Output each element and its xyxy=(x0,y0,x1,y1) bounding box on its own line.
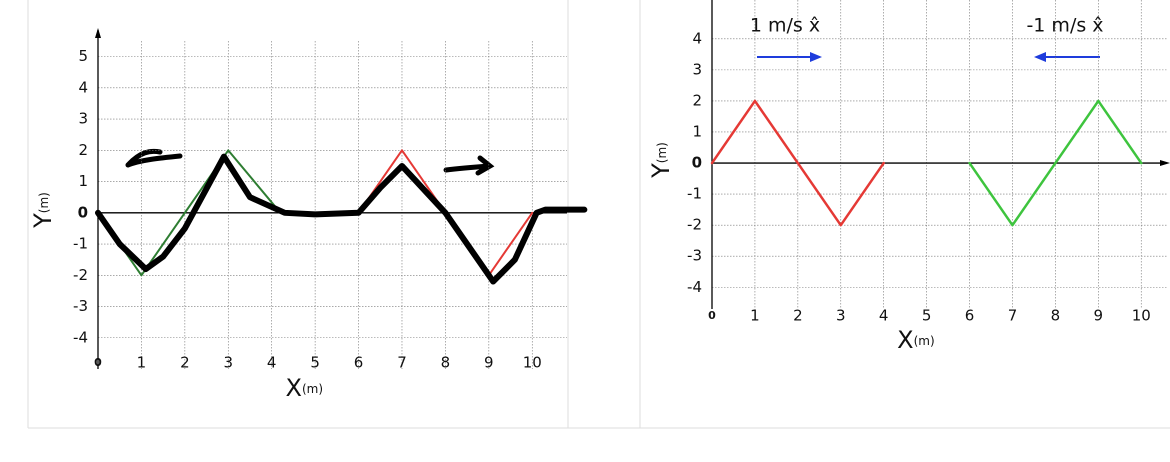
y-tick-label: 0 xyxy=(692,154,702,172)
axis-arrow xyxy=(95,28,101,38)
x-tick-label: 8 xyxy=(1051,307,1061,325)
y-tick-label: 4 xyxy=(78,78,88,96)
y-axis-label-text: Y xyxy=(29,213,57,229)
x-axis-label-text: X xyxy=(286,374,302,402)
series-line xyxy=(95,153,588,285)
y-axis-label-unit: (m) xyxy=(37,192,51,213)
y-tick-label: 0 xyxy=(78,203,88,221)
x-tick-label: 4 xyxy=(879,307,889,325)
series-line xyxy=(968,99,1143,227)
series-line xyxy=(710,99,885,227)
y-tick-label: -2 xyxy=(73,266,88,284)
x-tick-label: 3 xyxy=(836,307,846,325)
velocity-arrow xyxy=(757,52,1100,62)
x-tick-label: 0 xyxy=(708,309,716,322)
x-tick-label: 1 xyxy=(750,307,760,325)
x-tick-label: 7 xyxy=(1008,307,1018,325)
x-tick-label: 8 xyxy=(441,354,451,372)
axis-arrow xyxy=(1160,160,1170,167)
y-axis-label-text: Y xyxy=(647,163,675,179)
x-axis-label-text: X xyxy=(897,326,913,354)
x-axis-label-unit: (m) xyxy=(914,334,935,348)
y-tick-label: -4 xyxy=(687,278,702,296)
x-tick-label: 1 xyxy=(137,354,147,372)
y-tick-label: -2 xyxy=(687,216,702,234)
y-tick-label: 1 xyxy=(78,172,88,190)
y-tick-label: 2 xyxy=(78,141,88,159)
y-axis-label: Y(m) xyxy=(647,142,675,179)
x-tick-label: 6 xyxy=(965,307,975,325)
x-axis-label-unit: (m) xyxy=(302,382,323,396)
x-tick-label: 4 xyxy=(267,354,277,372)
hand-arrow xyxy=(125,148,183,168)
y-tick-label: -1 xyxy=(687,185,702,203)
x-tick-label: 9 xyxy=(1094,307,1104,325)
y-tick-label: -3 xyxy=(73,297,88,315)
y-axis-label-unit: (m) xyxy=(655,142,669,163)
x-axis-label: X(m) xyxy=(897,326,935,354)
x-tick-label: 2 xyxy=(180,354,190,372)
x-tick-label: 7 xyxy=(397,354,407,372)
x-tick-label: 10 xyxy=(523,354,542,372)
y-tick-label: -3 xyxy=(687,247,702,265)
hand-arrow xyxy=(443,155,495,176)
y-tick-label: 3 xyxy=(692,60,702,78)
x-tick-label: 3 xyxy=(224,354,234,372)
x-tick-label: 5 xyxy=(922,307,932,325)
y-tick-label: 4 xyxy=(692,29,702,47)
x-tick-label: 10 xyxy=(1132,307,1151,325)
y-tick-label: 3 xyxy=(78,110,88,128)
annotation: -1 m/s x̂ xyxy=(1026,15,1103,37)
x-axis-label: X(m) xyxy=(286,374,324,402)
y-tick-label: 1 xyxy=(692,122,702,140)
annotation: 1 m/s x̂ xyxy=(750,15,820,37)
x-tick-label: 5 xyxy=(310,354,320,372)
y-tick-label: 2 xyxy=(692,91,702,109)
x-tick-label: 6 xyxy=(354,354,364,372)
y-axis-label: Y(m) xyxy=(29,192,57,229)
x-tick-label: 2 xyxy=(793,307,803,325)
x-tick-label: 9 xyxy=(484,354,494,372)
y-tick-label: 5 xyxy=(78,47,88,65)
y-tick-label: -4 xyxy=(73,328,88,346)
y-tick-label: -1 xyxy=(73,235,88,253)
